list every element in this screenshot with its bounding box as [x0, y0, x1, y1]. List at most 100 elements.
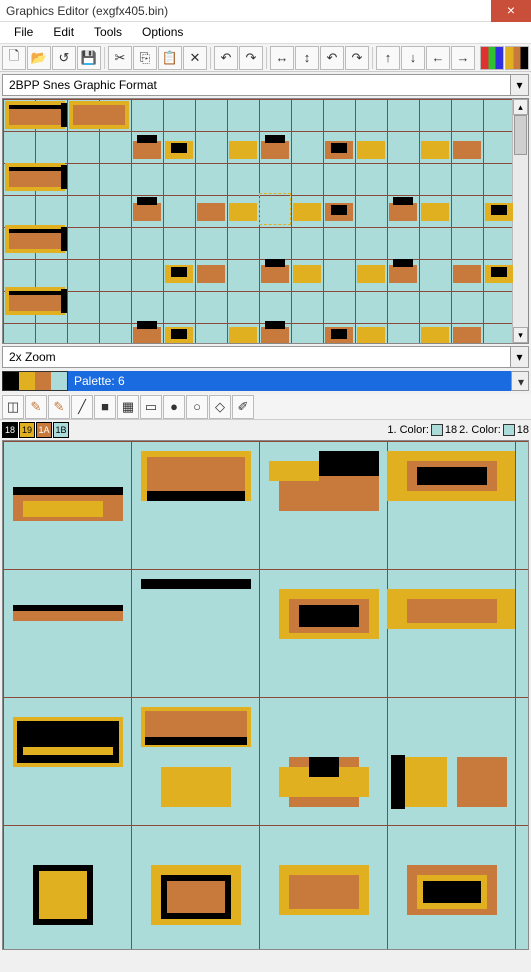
save-button[interactable]: 💾	[77, 46, 101, 70]
palette-dropdown-arrow[interactable]: ▾	[511, 371, 529, 391]
rect-tool[interactable]: ▭	[140, 395, 162, 419]
open-button[interactable]: 📂	[27, 46, 51, 70]
sprite-pixel	[61, 165, 67, 189]
redo-button[interactable]: ↷	[239, 46, 263, 70]
undo-button[interactable]: ↶	[214, 46, 238, 70]
main-toolbar: 🗋 📂 ↺ 💾 ✂ ⎘ 📋 ✕ ↶ ↷ ↔ ↕ ↶ ↷ ↑ ↓ ← →	[0, 44, 531, 72]
cut-button[interactable]: ✂	[108, 46, 132, 70]
sprite-pixel	[133, 203, 161, 221]
sprite-pixel	[391, 755, 405, 809]
color-index-bar: 18191A1B 1. Color: 18 2. Color: 18	[0, 420, 531, 440]
palette-preview[interactable]	[2, 371, 68, 391]
sprite-pixel	[331, 143, 347, 153]
menu-edit[interactable]: Edit	[43, 22, 84, 43]
new-button[interactable]: 🗋	[2, 46, 26, 70]
palette-b-button[interactable]	[505, 46, 529, 70]
picker-tool[interactable]: ✐	[232, 395, 254, 419]
sprite-pixel	[61, 103, 67, 127]
marquee-tool[interactable]: ◫	[2, 395, 24, 419]
sprite-pixel	[171, 329, 187, 339]
sprite-pixel	[197, 203, 225, 221]
rotright-button[interactable]: ↷	[345, 46, 369, 70]
dropdown-arrow-icon[interactable]: ▾	[510, 347, 528, 367]
sprite-pixel	[9, 229, 61, 233]
sprite-pixel	[167, 881, 225, 913]
fillcircle-tool[interactable]: ●	[163, 395, 185, 419]
scroll-up-button[interactable]: ▴	[513, 99, 528, 115]
color1-preview	[431, 424, 443, 436]
circle-tool[interactable]: ○	[186, 395, 208, 419]
separator	[210, 47, 211, 69]
sprite-pixel	[229, 203, 257, 221]
pencil-tool[interactable]: ✎	[25, 395, 47, 419]
sprite-pixel	[261, 327, 289, 344]
palette-color-swatch[interactable]	[35, 372, 51, 390]
color-slot-18[interactable]: 18	[2, 422, 18, 438]
sprite-pixel	[417, 467, 487, 485]
sprite-pixel	[289, 875, 359, 909]
sprite-pixel	[197, 265, 225, 283]
palette-color-swatch[interactable]	[3, 372, 19, 390]
color2-preview	[503, 424, 515, 436]
sprite-pixel	[147, 491, 245, 501]
palette-a-button[interactable]	[480, 46, 504, 70]
copy-button[interactable]: ⎘	[133, 46, 157, 70]
menu-options[interactable]: Options	[132, 22, 193, 43]
sprite-pixel	[61, 289, 67, 313]
movedown-button[interactable]: ↓	[401, 46, 425, 70]
sprite-pixel	[393, 259, 413, 267]
sprite-pixel	[137, 321, 157, 329]
pencil2-tool[interactable]: ✎	[48, 395, 70, 419]
palette-color-swatch[interactable]	[51, 372, 67, 390]
color1-label: 1. Color:	[387, 424, 429, 436]
color-info: 1. Color: 18 2. Color: 18	[387, 424, 529, 436]
sprite-pixel	[9, 167, 61, 171]
moveleft-button[interactable]: ←	[426, 46, 450, 70]
sprite-pixel	[389, 265, 417, 283]
zoom-dropdown[interactable]: 2x Zoom ▾	[2, 346, 529, 368]
color-slot-1A[interactable]: 1A	[36, 422, 52, 438]
tile-selection[interactable]	[259, 193, 291, 225]
sprite-pixel	[137, 197, 157, 205]
tile-editor-panel[interactable]	[2, 440, 529, 950]
flipv-button[interactable]: ↕	[295, 46, 319, 70]
palette-label: Palette: 6	[68, 371, 511, 391]
line-tool[interactable]: ╱	[71, 395, 93, 419]
moveup-button[interactable]: ↑	[376, 46, 400, 70]
color1-value: 18	[445, 424, 457, 436]
scroll-track[interactable]	[513, 115, 528, 327]
sprite-pixel	[421, 141, 449, 159]
color-slot-1B[interactable]: 1B	[53, 422, 69, 438]
close-button[interactable]: ×	[491, 0, 531, 22]
menu-bar: File Edit Tools Options	[0, 22, 531, 44]
tile-overview-panel[interactable]: ▴ ▾	[2, 98, 529, 344]
delete-button[interactable]: ✕	[183, 46, 207, 70]
fillrect-tool[interactable]: ■	[94, 395, 116, 419]
revert-button[interactable]: ↺	[52, 46, 76, 70]
sprite-pixel	[133, 327, 161, 344]
sprite-pixel	[9, 291, 61, 295]
sprite-pixel	[161, 767, 231, 807]
color-slots: 18191A1B	[2, 422, 70, 438]
format-label: 2BPP Snes Graphic Format	[3, 78, 510, 92]
palette-color-swatch[interactable]	[19, 372, 35, 390]
gradient-tool[interactable]: ▦	[117, 395, 139, 419]
sprite-pixel	[389, 203, 417, 221]
sprite-pixel	[39, 871, 87, 919]
menu-tools[interactable]: Tools	[84, 22, 132, 43]
sprite-pixel	[141, 579, 251, 589]
eraser-tool[interactable]: ◇	[209, 395, 231, 419]
scroll-thumb[interactable]	[514, 115, 527, 155]
dropdown-arrow-icon[interactable]: ▾	[510, 75, 528, 95]
vertical-scrollbar[interactable]: ▴ ▾	[512, 99, 528, 343]
rotleft-button[interactable]: ↶	[320, 46, 344, 70]
sprite-pixel	[13, 605, 123, 611]
color-slot-19[interactable]: 19	[19, 422, 35, 438]
separator	[266, 47, 267, 69]
paste-button[interactable]: 📋	[158, 46, 182, 70]
scroll-down-button[interactable]: ▾	[513, 327, 528, 343]
fliph-button[interactable]: ↔	[270, 46, 294, 70]
format-dropdown[interactable]: 2BPP Snes Graphic Format ▾	[2, 74, 529, 96]
moveright-button[interactable]: →	[451, 46, 475, 70]
menu-file[interactable]: File	[4, 22, 43, 43]
